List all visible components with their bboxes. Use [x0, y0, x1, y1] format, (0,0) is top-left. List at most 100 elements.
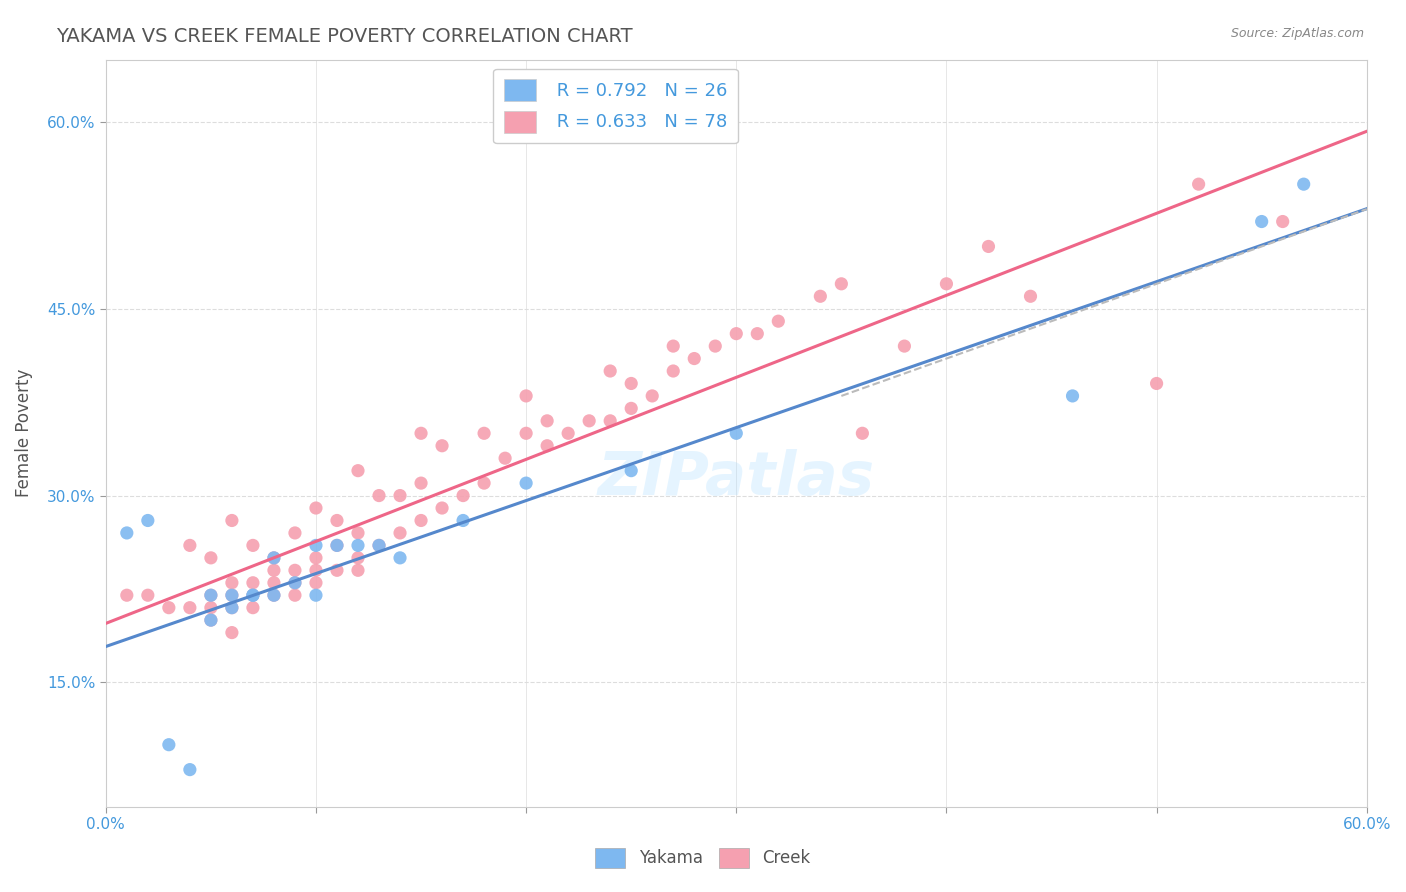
Point	[536, 439, 558, 453]
Point	[409, 514, 432, 528]
Point	[1292, 177, 1315, 191]
Point	[347, 538, 370, 552]
Point	[747, 326, 769, 341]
Point	[221, 588, 243, 602]
Point	[830, 277, 852, 291]
Point	[1062, 389, 1084, 403]
Point	[305, 588, 328, 602]
Text: ZIPatlas: ZIPatlas	[598, 449, 875, 508]
Point	[242, 588, 264, 602]
Point	[200, 588, 222, 602]
Point	[179, 538, 201, 552]
Point	[263, 575, 285, 590]
Point	[221, 588, 243, 602]
Point	[136, 588, 159, 602]
Point	[389, 525, 412, 540]
Point	[347, 525, 370, 540]
Point	[683, 351, 706, 366]
Point	[977, 239, 1000, 253]
Point	[725, 426, 748, 441]
Y-axis label: Female Poverty: Female Poverty	[15, 369, 32, 498]
Point	[179, 600, 201, 615]
Point	[368, 538, 391, 552]
Point	[725, 326, 748, 341]
Point	[472, 476, 495, 491]
Point	[263, 563, 285, 577]
Point	[578, 414, 600, 428]
Point	[200, 588, 222, 602]
Point	[641, 389, 664, 403]
Point	[389, 550, 412, 565]
Point	[515, 426, 537, 441]
Point	[221, 625, 243, 640]
Point	[808, 289, 831, 303]
Point	[284, 563, 307, 577]
Legend:  R = 0.792   N = 26,  R = 0.633   N = 78: R = 0.792 N = 26, R = 0.633 N = 78	[494, 69, 738, 144]
Point	[662, 339, 685, 353]
Point	[599, 414, 621, 428]
Point	[893, 339, 915, 353]
Point	[935, 277, 957, 291]
Point	[704, 339, 727, 353]
Point	[263, 588, 285, 602]
Point	[368, 489, 391, 503]
Point	[326, 538, 349, 552]
Point	[1250, 214, 1272, 228]
Point	[409, 426, 432, 441]
Point	[115, 588, 138, 602]
Point	[494, 451, 516, 466]
Point	[368, 538, 391, 552]
Point	[157, 738, 180, 752]
Point	[263, 550, 285, 565]
Point	[409, 476, 432, 491]
Point	[326, 514, 349, 528]
Point	[284, 575, 307, 590]
Point	[242, 575, 264, 590]
Point	[221, 514, 243, 528]
Point	[305, 563, 328, 577]
Point	[515, 476, 537, 491]
Point	[115, 525, 138, 540]
Point	[305, 575, 328, 590]
Point	[221, 575, 243, 590]
Point	[242, 600, 264, 615]
Point	[851, 426, 873, 441]
Point	[326, 563, 349, 577]
Point	[263, 550, 285, 565]
Point	[179, 763, 201, 777]
Point	[430, 501, 453, 516]
Point	[472, 426, 495, 441]
Point	[200, 613, 222, 627]
Point	[557, 426, 579, 441]
Text: Source: ZipAtlas.com: Source: ZipAtlas.com	[1230, 27, 1364, 40]
Point	[242, 588, 264, 602]
Point	[347, 563, 370, 577]
Point	[221, 600, 243, 615]
Point	[157, 600, 180, 615]
Point	[284, 525, 307, 540]
Point	[1146, 376, 1168, 391]
Point	[347, 464, 370, 478]
Point	[305, 538, 328, 552]
Point	[200, 600, 222, 615]
Point	[1188, 177, 1211, 191]
Point	[430, 439, 453, 453]
Point	[451, 514, 474, 528]
Point	[284, 575, 307, 590]
Point	[768, 314, 790, 328]
Point	[284, 588, 307, 602]
Point	[451, 489, 474, 503]
Point	[536, 414, 558, 428]
Point	[305, 501, 328, 516]
Point	[242, 588, 264, 602]
Point	[263, 588, 285, 602]
Point	[620, 376, 643, 391]
Point	[305, 550, 328, 565]
Point	[620, 401, 643, 416]
Point	[221, 600, 243, 615]
Text: YAKAMA VS CREEK FEMALE POVERTY CORRELATION CHART: YAKAMA VS CREEK FEMALE POVERTY CORRELATI…	[56, 27, 633, 45]
Point	[242, 538, 264, 552]
Point	[599, 364, 621, 378]
Point	[620, 464, 643, 478]
Point	[347, 550, 370, 565]
